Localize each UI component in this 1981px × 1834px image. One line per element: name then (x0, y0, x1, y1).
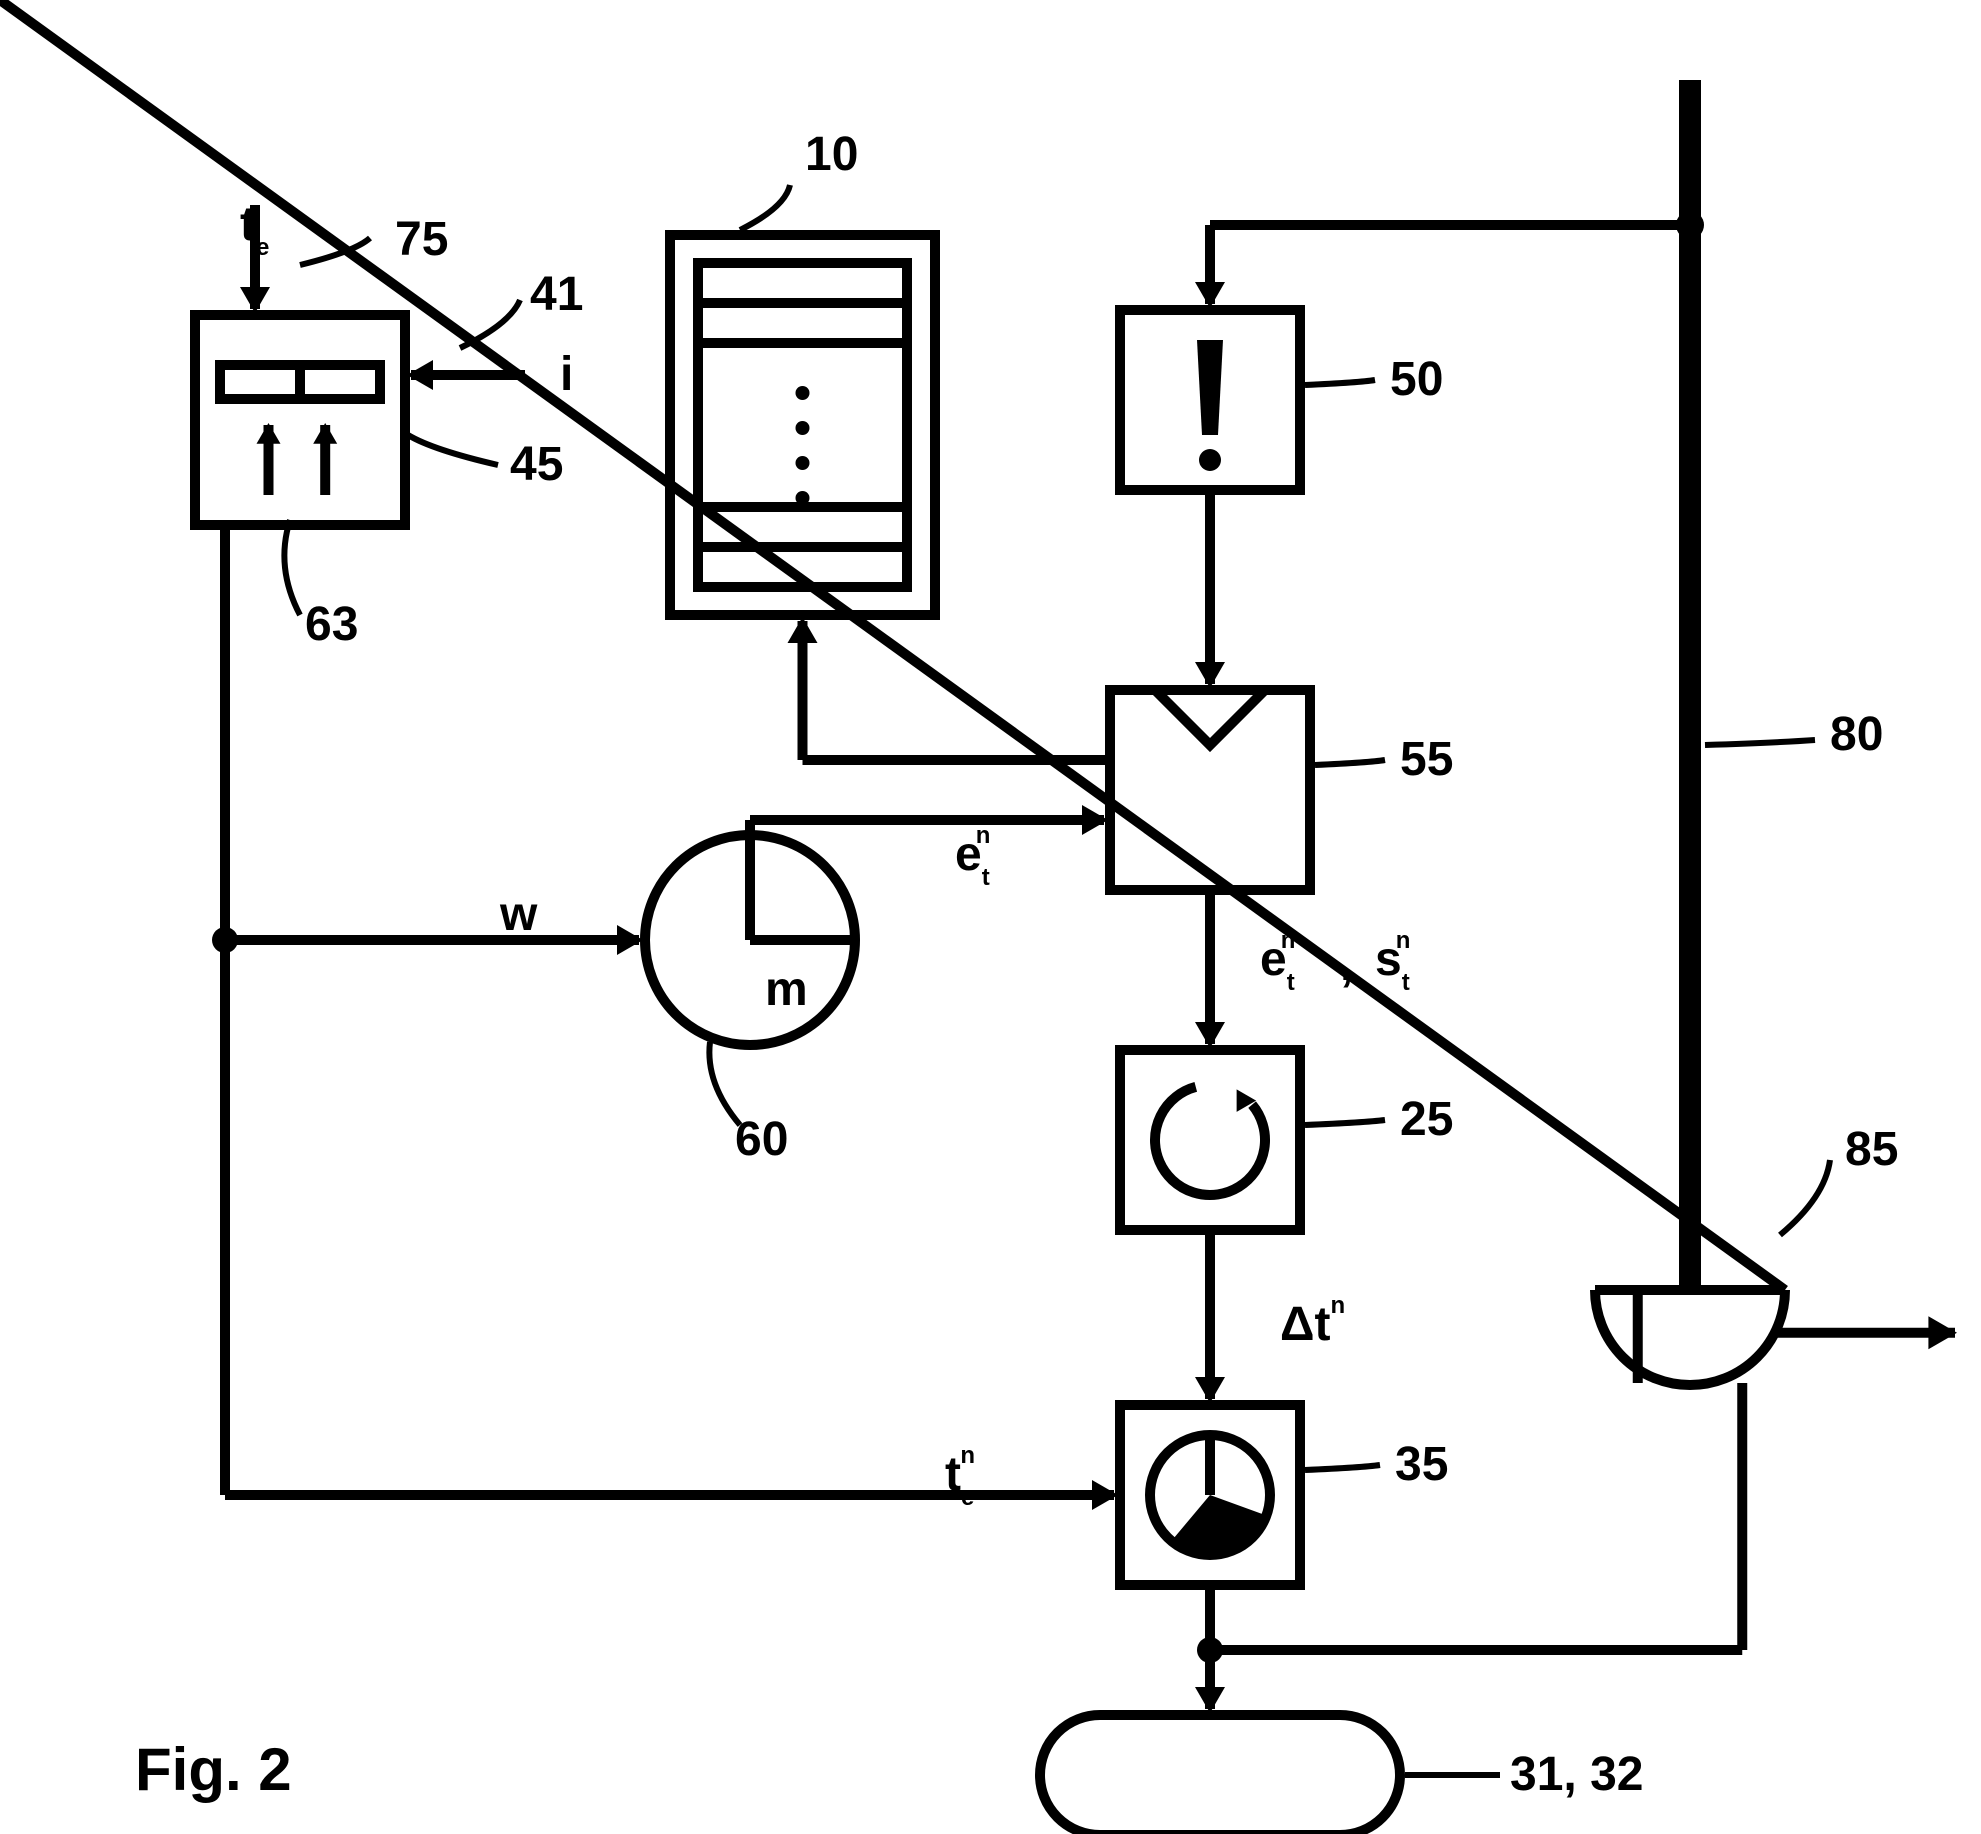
svg-text:85: 85 (1845, 1123, 1898, 1176)
svg-text:m: m (765, 963, 808, 1016)
svg-text:etn: etn (955, 822, 990, 891)
svg-text:41: 41 (530, 268, 583, 321)
svg-text:stn: stn (1375, 927, 1410, 996)
svg-text:31, 32: 31, 32 (1510, 1748, 1643, 1801)
svg-text:50: 50 (1390, 353, 1443, 406)
svg-text:ten: ten (945, 1442, 975, 1511)
svg-text:45: 45 (510, 438, 563, 491)
svg-text:80: 80 (1830, 708, 1883, 761)
svg-text:i: i (560, 348, 573, 401)
svg-text:Fig. 2: Fig. 2 (135, 1736, 292, 1803)
svg-text:25: 25 (1400, 1093, 1453, 1146)
svg-text:63: 63 (305, 598, 358, 651)
svg-text:75: 75 (395, 213, 448, 266)
block-diagram: 75414563105055253560808531, 32iwm,teetne… (0, 0, 1981, 1834)
svg-text:55: 55 (1400, 733, 1453, 786)
svg-text:10: 10 (805, 128, 858, 181)
svg-text:Δtn: Δtn (1280, 1292, 1345, 1351)
svg-text:60: 60 (735, 1113, 788, 1166)
svg-text:,: , (1340, 938, 1353, 991)
svg-text:etn: etn (1260, 927, 1295, 996)
svg-text:w: w (499, 888, 538, 941)
svg-text:35: 35 (1395, 1438, 1448, 1491)
